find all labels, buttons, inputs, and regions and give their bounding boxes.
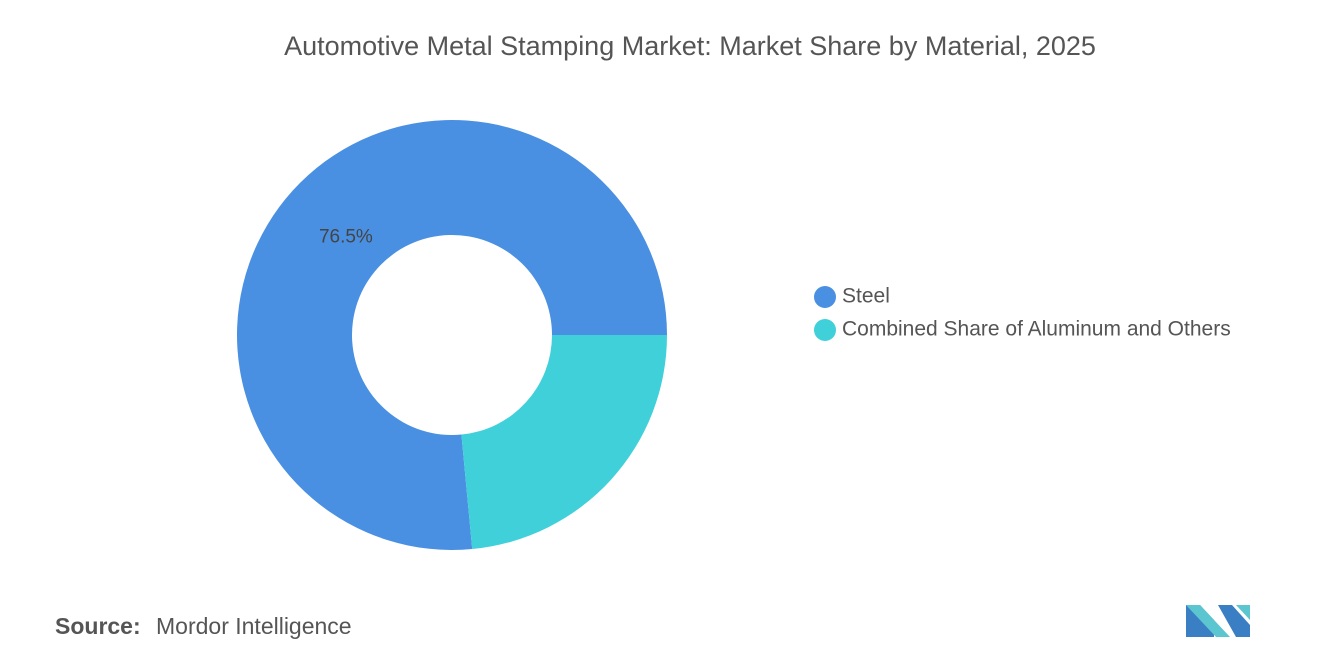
logo (1186, 605, 1250, 637)
legend-marker (814, 319, 836, 341)
source-text: Mordor Intelligence (156, 613, 352, 639)
chart-title: Automotive Metal Stamping Market: Market… (284, 31, 1096, 61)
value-label: 76.5% (319, 226, 373, 247)
legend-label: Steel (842, 285, 890, 308)
donut-slice (237, 120, 668, 551)
legend-marker (814, 286, 836, 308)
donut-slice (461, 335, 667, 550)
source-label: Source: (55, 613, 141, 639)
legend-label: Combined Share of Aluminum and Others (842, 318, 1231, 341)
